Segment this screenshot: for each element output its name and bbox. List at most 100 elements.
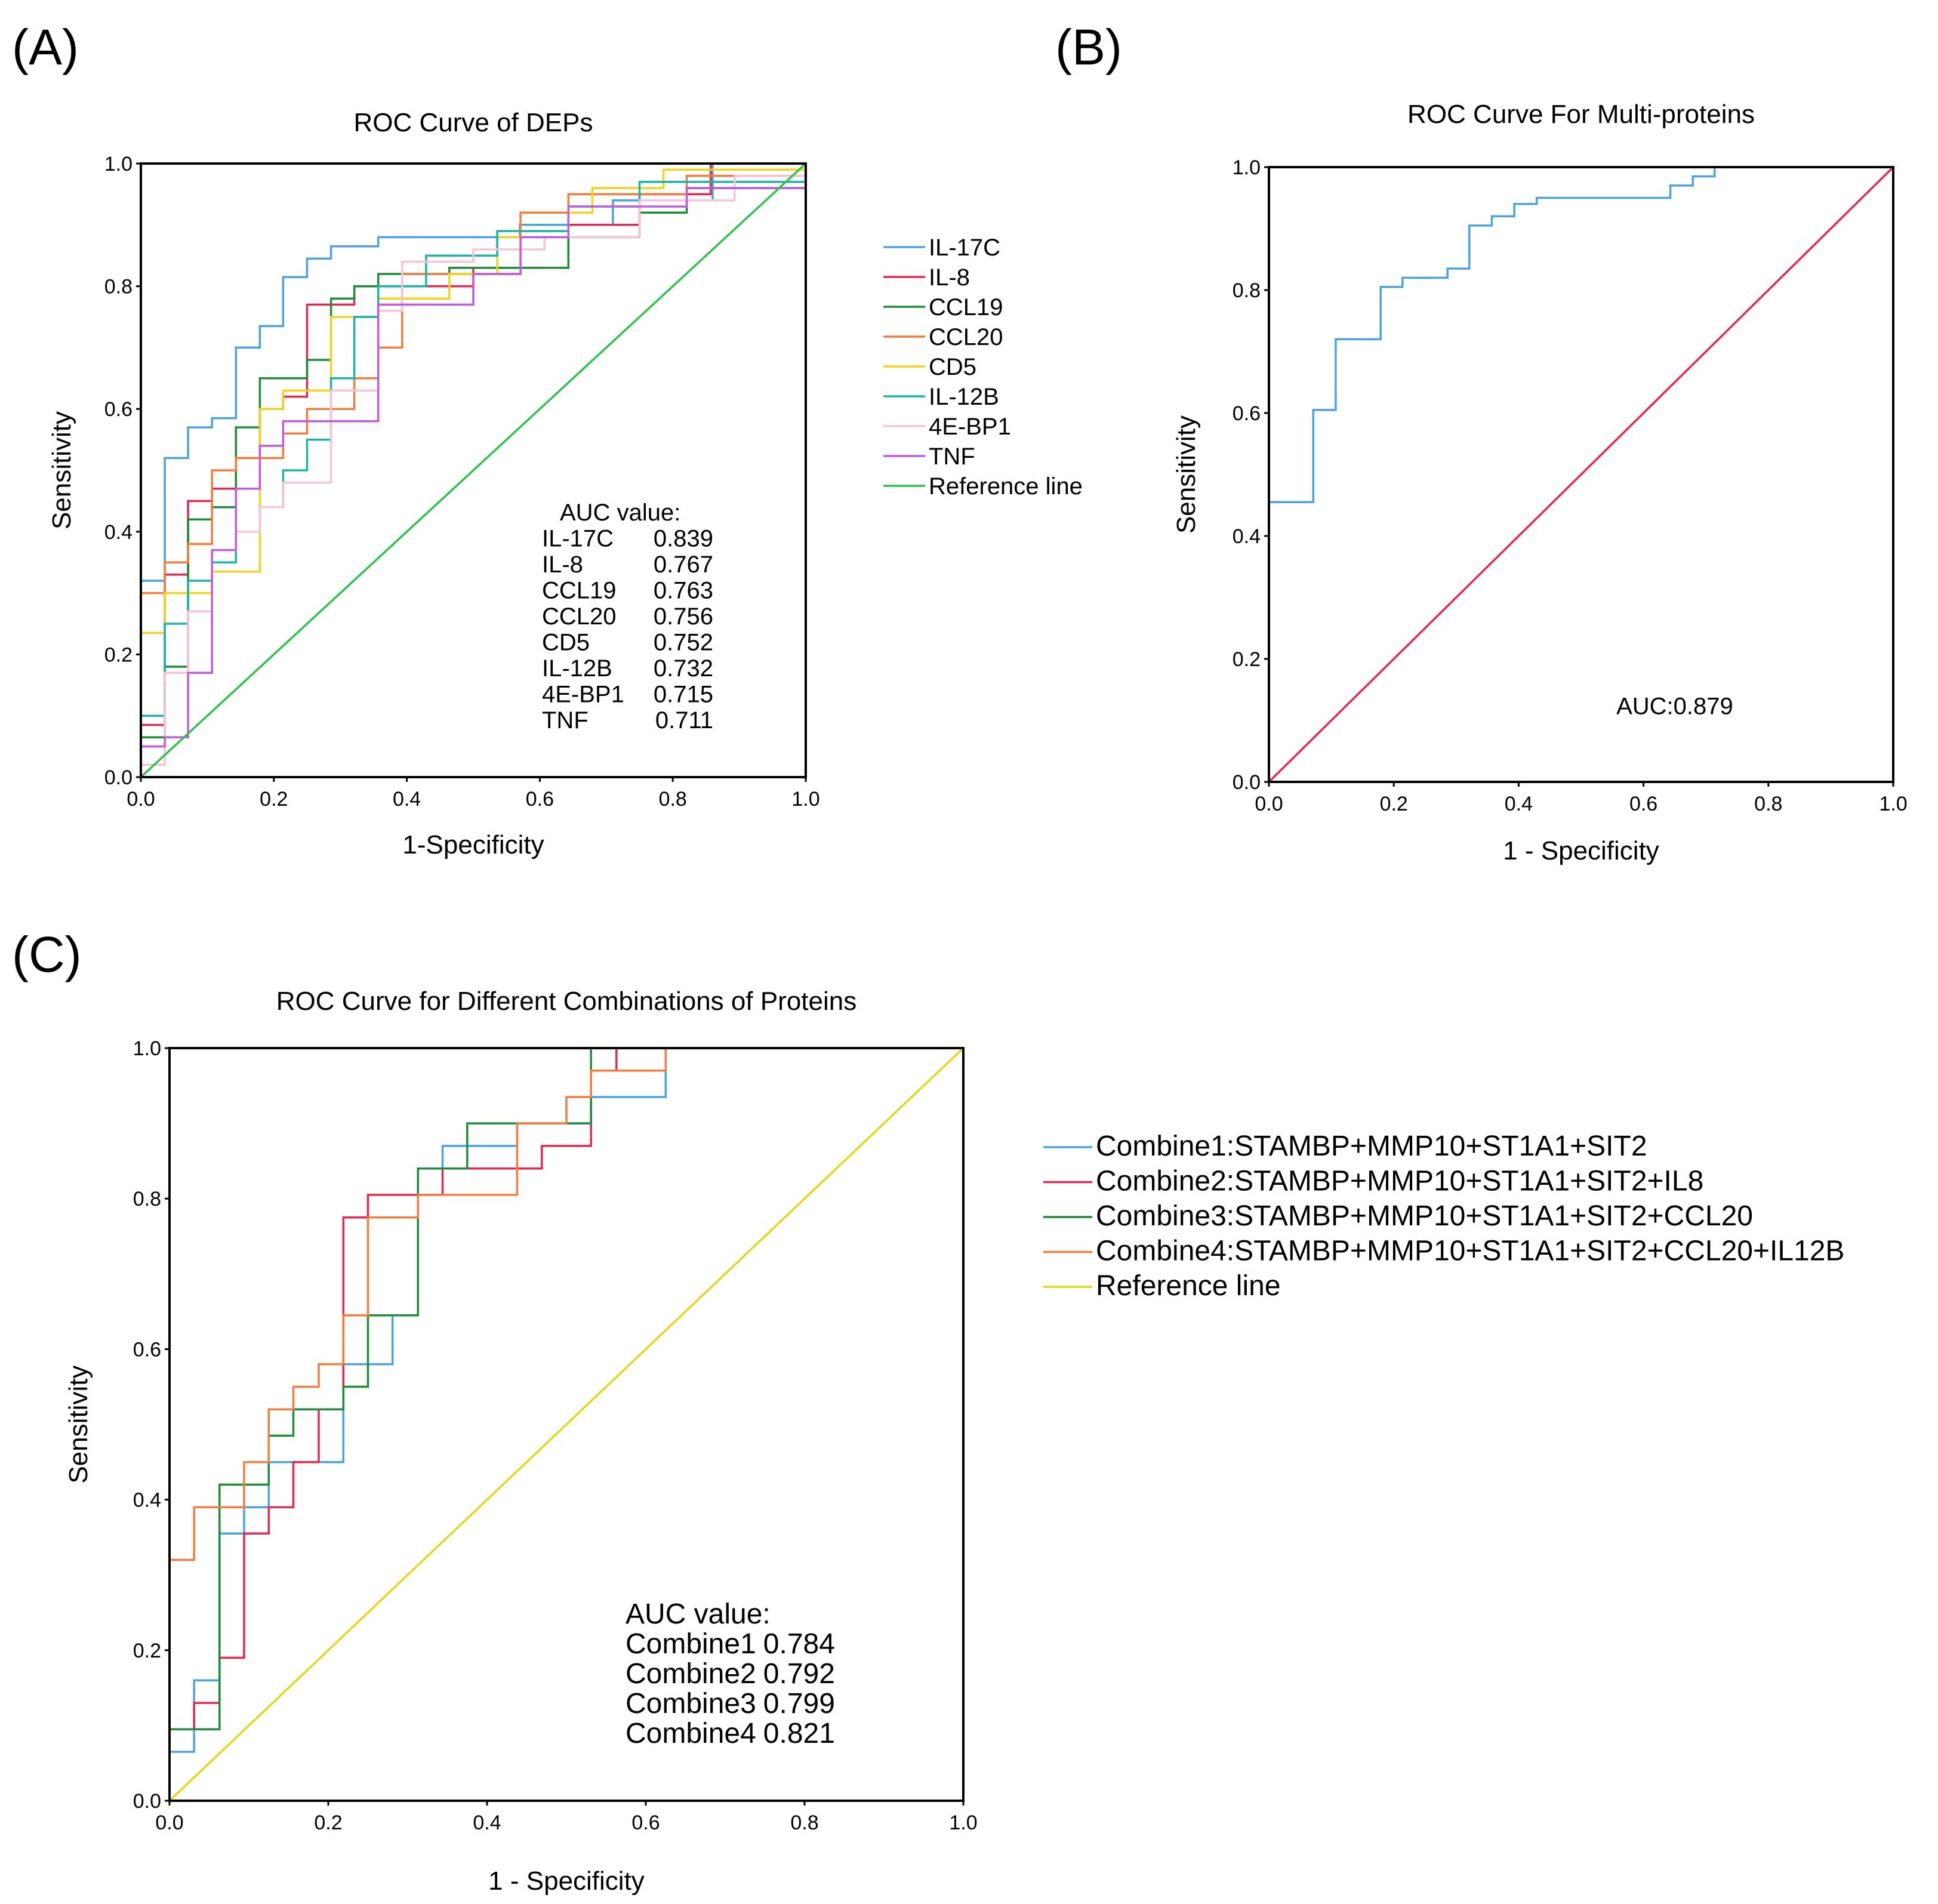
panel-label: (A)	[12, 19, 79, 75]
auc-row-label: IL-17C	[542, 526, 614, 552]
y-tick-label: 0.0	[104, 766, 133, 789]
y-tick-label: 0.0	[1233, 771, 1261, 794]
roc-curve-combine4-stambp-mmp10-st1a1-sit2-ccl20-il12b	[170, 1048, 963, 1801]
auc-row-label: Combine2	[626, 1658, 756, 1690]
panel-c: (C) ROC Curve for Different Combinations …	[12, 926, 1844, 1896]
roc-curve-reference-line	[1269, 167, 1893, 782]
auc-row-label: Combine1	[626, 1628, 756, 1660]
legend-entry: IL-8	[929, 264, 970, 291]
y-axis-label: Sensitivity	[64, 1365, 93, 1483]
auc-row-value: 0.767	[654, 552, 713, 578]
legend: Combine1:STAMBP+MMP10+ST1A1+SIT2 Combine2…	[1043, 1130, 1844, 1302]
auc-row-value: 0.799	[763, 1688, 835, 1720]
auc-row-value: 0.784	[763, 1628, 835, 1660]
auc-annotation: AUC:0.879	[1616, 694, 1733, 720]
legend-entry: 4E-BP1	[929, 414, 1011, 440]
y-tick-label: 0.2	[1233, 648, 1261, 671]
y-tick-label: 0.6	[133, 1338, 161, 1361]
legend-entry: CCL19	[929, 294, 1003, 321]
auc-row: Combine2 0.792	[626, 1658, 835, 1690]
roc-curve-reference-line	[170, 1048, 963, 1801]
chart-title: ROC Curve For Multi-proteins	[1407, 100, 1755, 129]
legend-entry: Reference line	[1096, 1270, 1281, 1302]
y-tick-label: 0.4	[104, 521, 133, 544]
auc-row: Combine4 0.821	[626, 1718, 835, 1749]
x-tick-label: 0.8	[1754, 793, 1782, 815]
y-tick-label: 0.2	[104, 643, 133, 666]
x-tick-label: 0.6	[1629, 793, 1657, 815]
x-tick-label: 0.8	[790, 1811, 818, 1834]
auc-row-label: IL-8	[542, 552, 583, 578]
legend-entry: Reference line	[929, 473, 1083, 500]
legend-entry: CCL20	[929, 324, 1003, 350]
x-tick-label: 1.0	[791, 788, 819, 811]
x-tick-label: 0.0	[155, 1811, 183, 1834]
y-tick-label: 1.0	[104, 153, 133, 175]
legend-entry: TNF	[929, 443, 975, 470]
x-tick-label: 1.0	[949, 1811, 977, 1834]
legend-entry: IL-12B	[929, 384, 999, 410]
x-tick-label: 0.2	[1380, 793, 1408, 815]
panel-b: (B) ROC Curve For Multi-proteins 0.0 0.2 0.4…	[1055, 19, 1908, 865]
auc-header: AUC value:	[626, 1598, 771, 1630]
roc-curve-tnf	[141, 187, 806, 777]
auc-row-value: 0.732	[654, 655, 713, 682]
x-tick-label: 0.0	[127, 788, 155, 811]
panel-label: (B)	[1055, 19, 1122, 75]
x-tick-label: 0.4	[393, 788, 421, 811]
roc-curve-reference-line	[141, 164, 806, 777]
y-tick-label: 0.2	[133, 1640, 161, 1662]
auc-row: Combine1 0.784	[626, 1628, 835, 1660]
auc-row: Combine3 0.799	[626, 1688, 835, 1720]
auc-row-value: 0.711	[655, 707, 713, 734]
auc-row-value: 0.756	[654, 603, 713, 630]
x-tick-label: 0.6	[631, 1811, 660, 1834]
x-axis-label: 1-Specificity	[402, 830, 544, 859]
curves	[170, 1048, 963, 1801]
curves	[141, 164, 806, 777]
y-tick-label: 0.0	[133, 1790, 161, 1813]
x-tick-label: 0.0	[1255, 793, 1283, 815]
y-axis-label: Sensitivity	[47, 411, 76, 529]
legend-entry: Combine3:STAMBP+MMP10+ST1A1+SIT2+CCL20	[1096, 1200, 1753, 1232]
x-tick-label: 0.2	[260, 788, 288, 811]
plot-frame	[168, 1047, 965, 1802]
roc-curve-il-12b	[141, 181, 806, 777]
panel-label: (C)	[12, 926, 82, 982]
y-tick-label: 0.6	[104, 398, 133, 421]
auc-annotation: AUC value:IL-17C 0.839 IL-8 0.767 CCL19 0.763…	[542, 500, 713, 734]
x-axis-label: 1 - Specificity	[1503, 836, 1659, 865]
y-tick-label: 1.0	[1233, 156, 1261, 179]
auc-row-value: 0.752	[654, 630, 713, 656]
legend: IL-17C IL-8 CCL19 CCL20 CD5 IL-12B 4E-BP1 TNF Re…	[883, 235, 1083, 500]
x-tick-label: 1.0	[1879, 793, 1907, 815]
auc-row-value: 0.839	[654, 526, 713, 552]
plot-frame	[140, 162, 807, 778]
y-tick-label: 0.8	[133, 1188, 161, 1210]
legend-entry: IL-17C	[929, 235, 1000, 261]
x-axis-label: 1 - Specificity	[488, 1866, 645, 1896]
y-axis-label: Sensitivity	[1172, 415, 1201, 534]
legend-entry: CD5	[929, 354, 976, 380]
auc-row-label: CCL19	[542, 578, 617, 604]
curves	[1269, 167, 1893, 782]
y-tick-label: 0.4	[133, 1489, 161, 1512]
auc-row-value: 0.792	[763, 1658, 835, 1690]
roc-curve-4e-bp1	[141, 174, 806, 777]
auc-row-label: CCL20	[542, 603, 617, 630]
roc-curve-combine3-stambp-mmp10-st1a1-sit2-ccl20	[170, 1048, 963, 1801]
y-tick-label: 0.4	[1233, 525, 1261, 548]
x-tick-label: 0.4	[1505, 793, 1533, 815]
auc-row-label: 4E-BP1	[542, 682, 624, 708]
y-tick-label: 0.6	[1233, 402, 1261, 425]
auc-row-value: 0.715	[654, 682, 713, 708]
auc-row-label: TNF	[542, 707, 589, 734]
x-tick-label: 0.6	[526, 788, 554, 811]
auc-row-label: Combine3	[626, 1688, 756, 1720]
x-tick-label: 0.2	[314, 1811, 342, 1834]
legend-entry: Combine2:STAMBP+MMP10+ST1A1+SIT2+IL8	[1096, 1166, 1703, 1197]
auc-header: AUC value:	[560, 500, 680, 526]
auc-row-label: CD5	[542, 630, 590, 656]
